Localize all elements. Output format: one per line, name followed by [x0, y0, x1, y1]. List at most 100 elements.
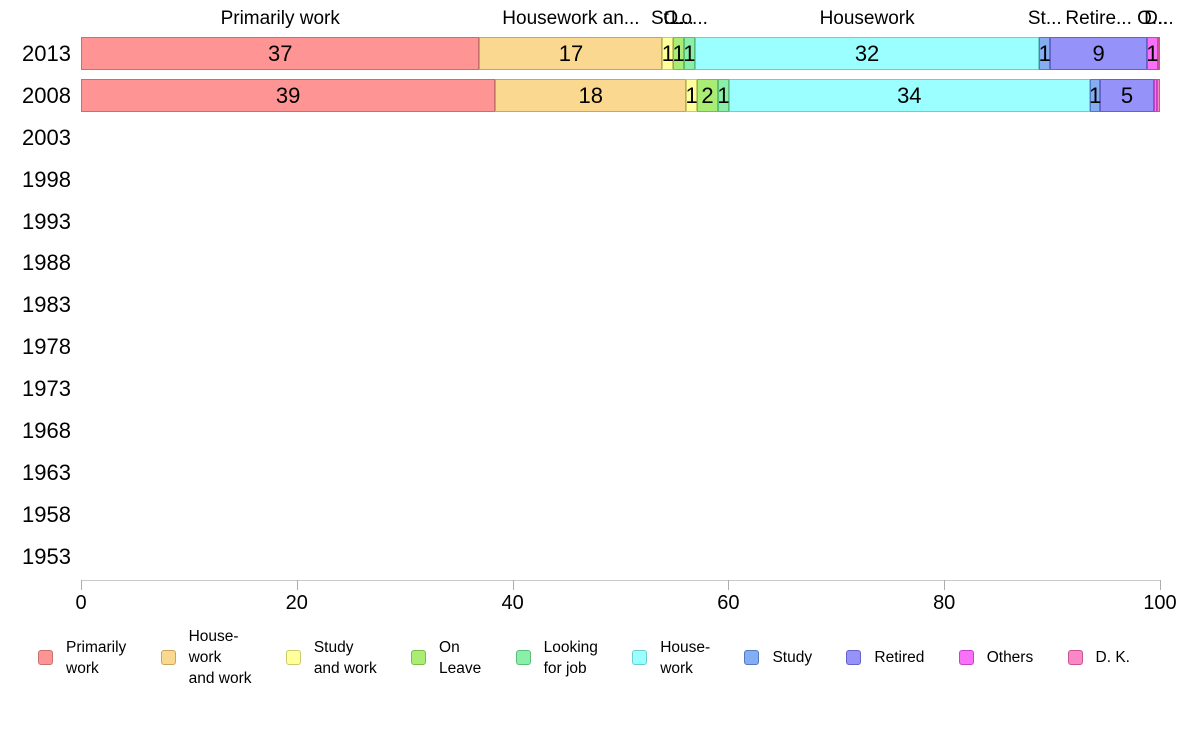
segment-header-d-k: D... — [1144, 8, 1174, 29]
data-label: 1 — [683, 40, 696, 66]
legend-swatch-d-k — [1067, 650, 1083, 665]
y-axis-label: 1998 — [22, 166, 71, 192]
legend-item-study-and-work[interactable]: Study and work — [285, 637, 377, 679]
bar-segment-study-and-work[interactable]: 1 — [686, 79, 698, 113]
x-tick — [81, 580, 82, 590]
data-label: 39 — [275, 82, 301, 108]
y-axis-label: 1988 — [22, 250, 71, 276]
legend-label: Study and work — [313, 638, 377, 677]
bar-segment-housework[interactable]: 32 — [694, 37, 1040, 71]
legend-label: Retired — [874, 649, 925, 666]
x-tick-label: 60 — [717, 592, 740, 614]
bar-segment-primarily-work[interactable]: 37 — [81, 37, 480, 71]
bar-segment-others[interactable] — [1153, 79, 1157, 113]
legend-item-on-leave[interactable]: On Leave — [411, 637, 481, 679]
bar-segment-retired[interactable]: 5 — [1100, 79, 1154, 113]
segment-header-housework: Housework — [819, 8, 915, 29]
legend-item-looking-for-job[interactable]: Looking for job — [515, 637, 598, 679]
data-label: 2 — [701, 82, 714, 108]
x-tick — [728, 580, 730, 590]
bar-segment-study-and-work[interactable]: 1 — [661, 37, 674, 71]
x-tick — [296, 580, 298, 590]
chart-row: 1978 — [0, 326, 1188, 368]
bar-1973 — [81, 373, 1160, 406]
bar-2008: 39 18 1 2 1 34 1 5 — [81, 79, 1160, 113]
bar-segment-retired[interactable]: 9 — [1050, 37, 1148, 71]
chart-row: 1963 — [0, 452, 1188, 494]
bar-1968 — [81, 414, 1160, 447]
legend: Primarily work House- work and work Study … — [38, 626, 1130, 689]
legend-item-study[interactable]: Study — [744, 647, 812, 668]
bar-segment-on-leave[interactable]: 2 — [696, 79, 719, 113]
chart-row: 1983 — [0, 284, 1188, 326]
legend-swatch-primarily-work — [38, 650, 53, 665]
legend-item-d-k[interactable]: D. K. — [1067, 647, 1130, 668]
bar-segment-housework-and-work[interactable]: 18 — [495, 79, 687, 113]
segment-header-study: St... — [1027, 8, 1062, 29]
bar-segment-study[interactable]: 1 — [1038, 37, 1051, 71]
data-label: 17 — [558, 40, 584, 66]
bar-1998 — [81, 163, 1160, 196]
bar-segment-looking-for-job[interactable]: 1 — [717, 79, 730, 113]
bar-2003 — [81, 121, 1160, 154]
y-axis-label: 2008 — [22, 82, 71, 108]
bar-segment-looking-for-job[interactable]: 1 — [683, 37, 696, 71]
legend-swatch-housework-and-work — [160, 650, 176, 665]
chart-row: 1958 — [0, 494, 1188, 536]
chart-row: 1988 — [0, 242, 1188, 284]
bar-1988 — [81, 247, 1160, 280]
legend-swatch-looking-for-job — [515, 650, 531, 665]
bar-1958 — [81, 498, 1160, 531]
data-label: 1 — [672, 40, 685, 66]
data-label: 5 — [1120, 82, 1134, 108]
legend-item-housework-and-work[interactable]: House- work and work — [160, 626, 252, 689]
x-tick-label: 40 — [501, 592, 524, 614]
data-label: 32 — [854, 40, 880, 66]
legend-item-primarily-work[interactable]: Primarily work — [38, 637, 126, 679]
data-label: 18 — [578, 82, 603, 108]
data-label: 1 — [717, 82, 730, 108]
bar-segment-housework-and-work[interactable]: 17 — [479, 37, 663, 71]
bar-segment-d-k[interactable] — [1156, 79, 1160, 113]
bar-segment-on-leave[interactable]: 1 — [672, 37, 685, 71]
bar-2013: 37 17 1 1 1 32 1 9 1 — [81, 37, 1160, 71]
bar-segment-primarily-work[interactable]: 39 — [81, 79, 496, 113]
data-label: 1 — [1038, 40, 1051, 66]
bar-segment-others[interactable]: 1 — [1146, 37, 1159, 71]
bar-1993 — [81, 205, 1160, 238]
legend-swatch-retired — [846, 650, 862, 665]
x-axis-line — [81, 580, 1161, 581]
segment-header-study-and-work: St... — [650, 8, 685, 29]
legend-item-retired[interactable]: Retired — [846, 647, 924, 668]
segment-header-primarily-work: Primarily work — [220, 8, 340, 29]
legend-label: Looking for job — [543, 638, 598, 677]
y-axis-label: 1958 — [22, 501, 71, 527]
legend-swatch-housework — [632, 650, 648, 665]
legend-label: D. K. — [1095, 649, 1130, 666]
y-axis-label: 1973 — [22, 376, 71, 402]
legend-swatch-study-and-work — [285, 650, 301, 665]
x-tick-label: 20 — [285, 592, 308, 614]
legend-swatch-study — [744, 650, 760, 665]
data-label: 1 — [1089, 82, 1102, 108]
y-axis-label: 1953 — [22, 543, 71, 569]
chart-row: 1953 — [0, 536, 1188, 578]
chart-row: 1993 — [0, 201, 1188, 243]
data-label: 1 — [661, 40, 674, 66]
legend-item-housework[interactable]: House- work — [632, 637, 710, 679]
chart-row: 1998 — [0, 159, 1188, 201]
x-tick-label: 80 — [933, 592, 956, 614]
chart-row: 1968 — [0, 410, 1188, 452]
bar-segment-d-k[interactable] — [1157, 37, 1160, 71]
legend-label: House- work — [660, 638, 711, 677]
segment-header-housework-and-work: Housework an... — [502, 8, 640, 29]
x-tick-label: 0 — [75, 592, 87, 614]
chart-row: 2008 39 18 1 2 1 34 1 5 — [0, 75, 1188, 117]
bar-segment-housework[interactable]: 34 — [728, 79, 1090, 113]
legend-item-others[interactable]: Others — [958, 647, 1033, 668]
legend-label: Study — [772, 649, 813, 666]
segment-header-others: O... — [1137, 8, 1168, 29]
y-axis-label: 1983 — [22, 292, 71, 318]
bar-segment-study[interactable]: 1 — [1089, 79, 1102, 113]
